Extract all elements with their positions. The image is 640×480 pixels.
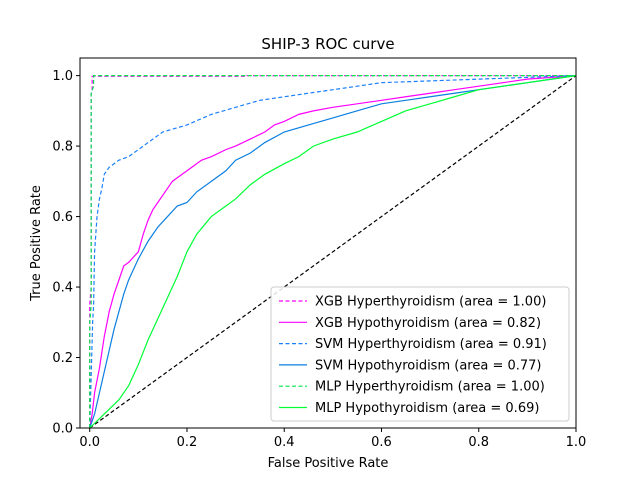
chart-title: SHIP-3 ROC curve — [261, 35, 394, 53]
y-tick-label: 0.6 — [52, 210, 73, 225]
legend-label-0: XGB Hyperthyroidism (area = 1.00) — [315, 295, 546, 310]
x-tick-label: 1.0 — [566, 435, 587, 450]
series-line-3 — [89, 75, 577, 429]
series-line-1 — [89, 75, 577, 429]
y-tick-label: 0.4 — [52, 281, 73, 296]
y-tick-label: 0.0 — [52, 422, 73, 437]
x-tick-label: 0.2 — [177, 435, 198, 450]
reference-diagonal-line — [89, 75, 577, 429]
plot-area — [89, 75, 577, 429]
series-line-4 — [89, 75, 576, 428]
y-tick-label: 0.2 — [52, 351, 73, 366]
x-axis: 0.0 0.2 0.4 0.6 0.8 1.0 — [79, 428, 586, 450]
legend-label-5: MLP Hypothyroidism (area = 0.69) — [315, 401, 539, 416]
plot-frame — [79, 57, 577, 429]
series-line-2 — [89, 75, 577, 429]
legend: XGB Hyperthyroidism (area = 1.00) XGB Hyp… — [270, 286, 570, 422]
x-tick-label: 0.8 — [468, 435, 489, 450]
x-axis-label: False Positive Rate — [268, 456, 389, 471]
y-tick-label: 0.8 — [52, 140, 73, 155]
legend-label-1: XGB Hypothyroidism (area = 0.82) — [315, 316, 541, 331]
y-axis-label: True Positive Rate — [29, 185, 44, 302]
legend-label-4: MLP Hyperthyroidism (area = 1.00) — [315, 380, 545, 395]
series-line-5 — [89, 75, 577, 429]
legend-label-2: SVM Hyperthyroidism (area = 0.91) — [315, 337, 547, 352]
legend-label-3: SVM Hypothyroidism (area = 0.77) — [315, 358, 542, 373]
legend-box — [270, 286, 570, 422]
y-tick-label: 1.0 — [52, 69, 73, 84]
y-axis: 0.0 0.2 0.4 0.6 0.8 1.0 — [52, 69, 80, 437]
x-tick-label: 0.4 — [274, 435, 295, 450]
x-tick-label: 0.0 — [79, 435, 100, 450]
x-tick-label: 0.6 — [371, 435, 392, 450]
